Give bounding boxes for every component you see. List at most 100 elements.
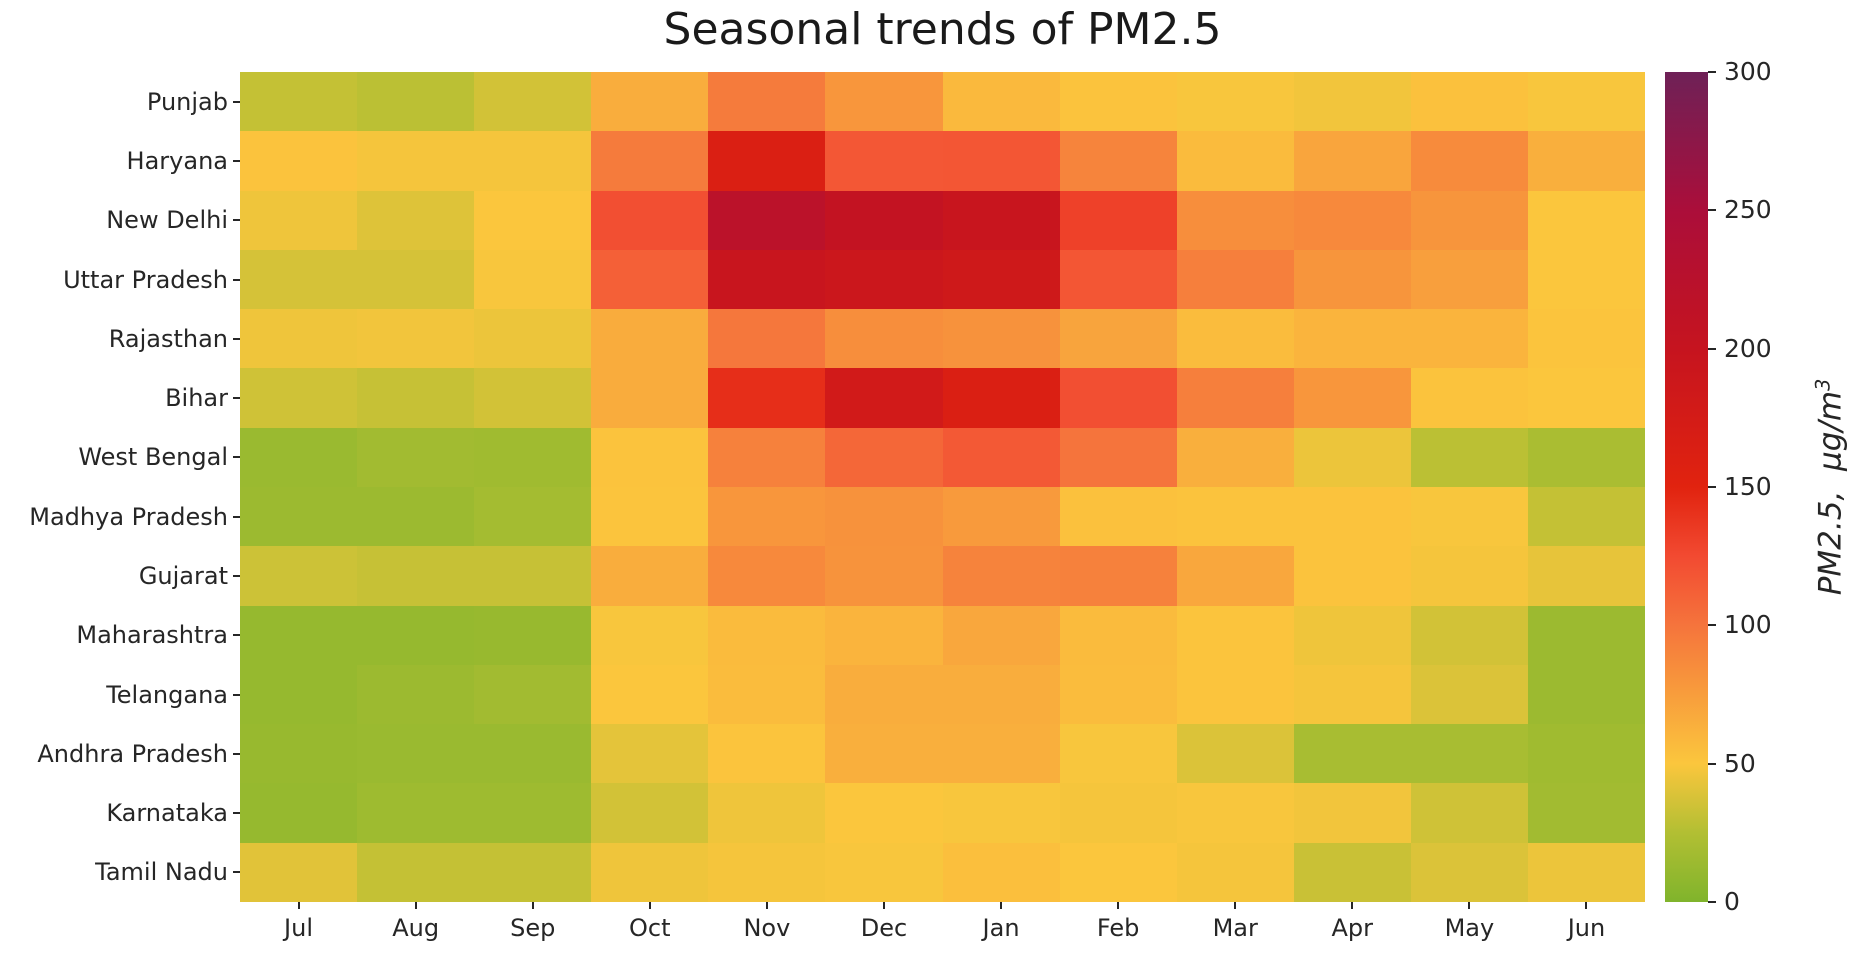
heatmap-cell xyxy=(357,131,475,191)
heatmap-cell xyxy=(708,724,826,784)
heatmap-cell xyxy=(357,486,475,547)
heatmap-cell xyxy=(591,368,709,428)
y-tick-label: Rajasthan xyxy=(108,324,228,353)
x-tick-label: Sep xyxy=(510,914,556,942)
heatmap-cell xyxy=(708,486,826,547)
heatmap-cell xyxy=(357,724,475,784)
y-tick-mark xyxy=(233,871,240,874)
y-tick-label: Telangana xyxy=(106,680,228,709)
heatmap-cell xyxy=(474,427,592,487)
heatmap-cell xyxy=(942,783,1060,843)
y-tick-label: Uttar Pradesh xyxy=(63,265,228,294)
y-tick-label: Tamil Nadu xyxy=(95,858,228,887)
heatmap-cell xyxy=(1293,427,1411,487)
y-tick-label: Gujarat xyxy=(138,561,228,590)
heatmap-cell xyxy=(1059,724,1177,784)
x-tick-label: Mar xyxy=(1212,914,1258,942)
colorbar-tick-label: 50 xyxy=(1724,748,1756,778)
heatmap-cell xyxy=(1176,546,1294,606)
heatmap-cell xyxy=(825,605,943,665)
heatmap-cell xyxy=(1176,427,1294,487)
colorbar-tick-label: 150 xyxy=(1724,472,1772,501)
heatmap-cell xyxy=(708,309,826,369)
heatmap-cell xyxy=(591,249,709,310)
x-tick-mark xyxy=(1351,902,1354,909)
heatmap-cell xyxy=(240,72,358,132)
x-tick-label: Dec xyxy=(860,914,908,942)
heatmap-cell xyxy=(825,724,943,784)
colorbar-label-superscript: 3 xyxy=(1811,378,1835,391)
heatmap-cell xyxy=(474,486,592,547)
heatmap-cell xyxy=(1176,842,1294,902)
colorbar-tick-label: 300 xyxy=(1724,57,1772,86)
heatmap-cell xyxy=(942,368,1060,428)
heatmap-cell xyxy=(357,427,475,487)
y-tick-mark xyxy=(233,219,240,222)
heatmap-grid xyxy=(240,72,1645,902)
heatmap-cell xyxy=(1059,546,1177,606)
heatmap-cell xyxy=(474,249,592,310)
heatmap-cell xyxy=(240,309,358,369)
y-tick-mark xyxy=(233,515,240,518)
y-tick-label: Haryana xyxy=(126,146,228,175)
heatmap-cell xyxy=(1293,190,1411,250)
heatmap-cell xyxy=(1410,546,1528,606)
y-tick-label: Bihar xyxy=(165,384,228,413)
heatmap-cell xyxy=(708,368,826,428)
heatmap-cell xyxy=(240,427,358,487)
heatmap-cell xyxy=(591,783,709,843)
heatmap-cell xyxy=(1176,605,1294,665)
heatmap-cell xyxy=(1059,72,1177,132)
heatmap-cell xyxy=(240,605,358,665)
heatmap-cell xyxy=(1176,486,1294,547)
colorbar-tick-label: 250 xyxy=(1724,195,1772,225)
heatmap-cell xyxy=(1059,605,1177,665)
heatmap-cell xyxy=(240,546,358,606)
heatmap-cell xyxy=(1410,249,1528,310)
heatmap-cell xyxy=(591,724,709,784)
heatmap-cell xyxy=(591,190,709,250)
heatmap-cell xyxy=(1527,486,1645,547)
y-tick-mark xyxy=(233,752,240,755)
heatmap-cell xyxy=(708,664,826,725)
heatmap-cell xyxy=(1176,724,1294,784)
colorbar-tick-label: 0 xyxy=(1724,887,1740,916)
heatmap-cell xyxy=(942,249,1060,310)
heatmap-cell xyxy=(1293,783,1411,843)
heatmap-cell xyxy=(708,842,826,902)
heatmap-cell xyxy=(942,72,1060,132)
heatmap-cell xyxy=(1059,427,1177,487)
heatmap-cell xyxy=(1059,368,1177,428)
heatmap-cell xyxy=(1527,664,1645,725)
heatmap-cell xyxy=(825,249,943,310)
x-tick-mark xyxy=(297,902,300,909)
heatmap-cell xyxy=(708,546,826,606)
heatmap-cell xyxy=(1293,842,1411,902)
y-tick-label: Andhra Pradesh xyxy=(37,739,228,768)
heatmap-cell xyxy=(1059,190,1177,250)
heatmap-cell xyxy=(708,427,826,487)
y-tick-label: Maharashtra xyxy=(76,621,228,650)
heatmap-cell xyxy=(1410,783,1528,843)
x-tick-label: Apr xyxy=(1331,914,1374,942)
heatmap-cell xyxy=(1410,605,1528,665)
y-tick-mark xyxy=(233,812,240,815)
heatmap-cell xyxy=(357,368,475,428)
heatmap-cell xyxy=(942,309,1060,369)
colorbar-tick-mark xyxy=(1708,624,1716,627)
heatmap-cell xyxy=(474,309,592,369)
heatmap-cell xyxy=(1059,664,1177,725)
y-tick-mark xyxy=(233,456,240,459)
heatmap-cell xyxy=(1410,131,1528,191)
heatmap-cell xyxy=(1527,72,1645,132)
heatmap-cell xyxy=(942,724,1060,784)
heatmap-cell xyxy=(825,190,943,250)
heatmap-cell xyxy=(591,486,709,547)
y-tick-label: West Bengal xyxy=(78,443,228,472)
heatmap-cell xyxy=(1176,368,1294,428)
heatmap-cell xyxy=(942,190,1060,250)
heatmap-cell xyxy=(1293,664,1411,725)
colorbar-tick-mark xyxy=(1708,209,1716,212)
y-tick-mark xyxy=(233,159,240,162)
